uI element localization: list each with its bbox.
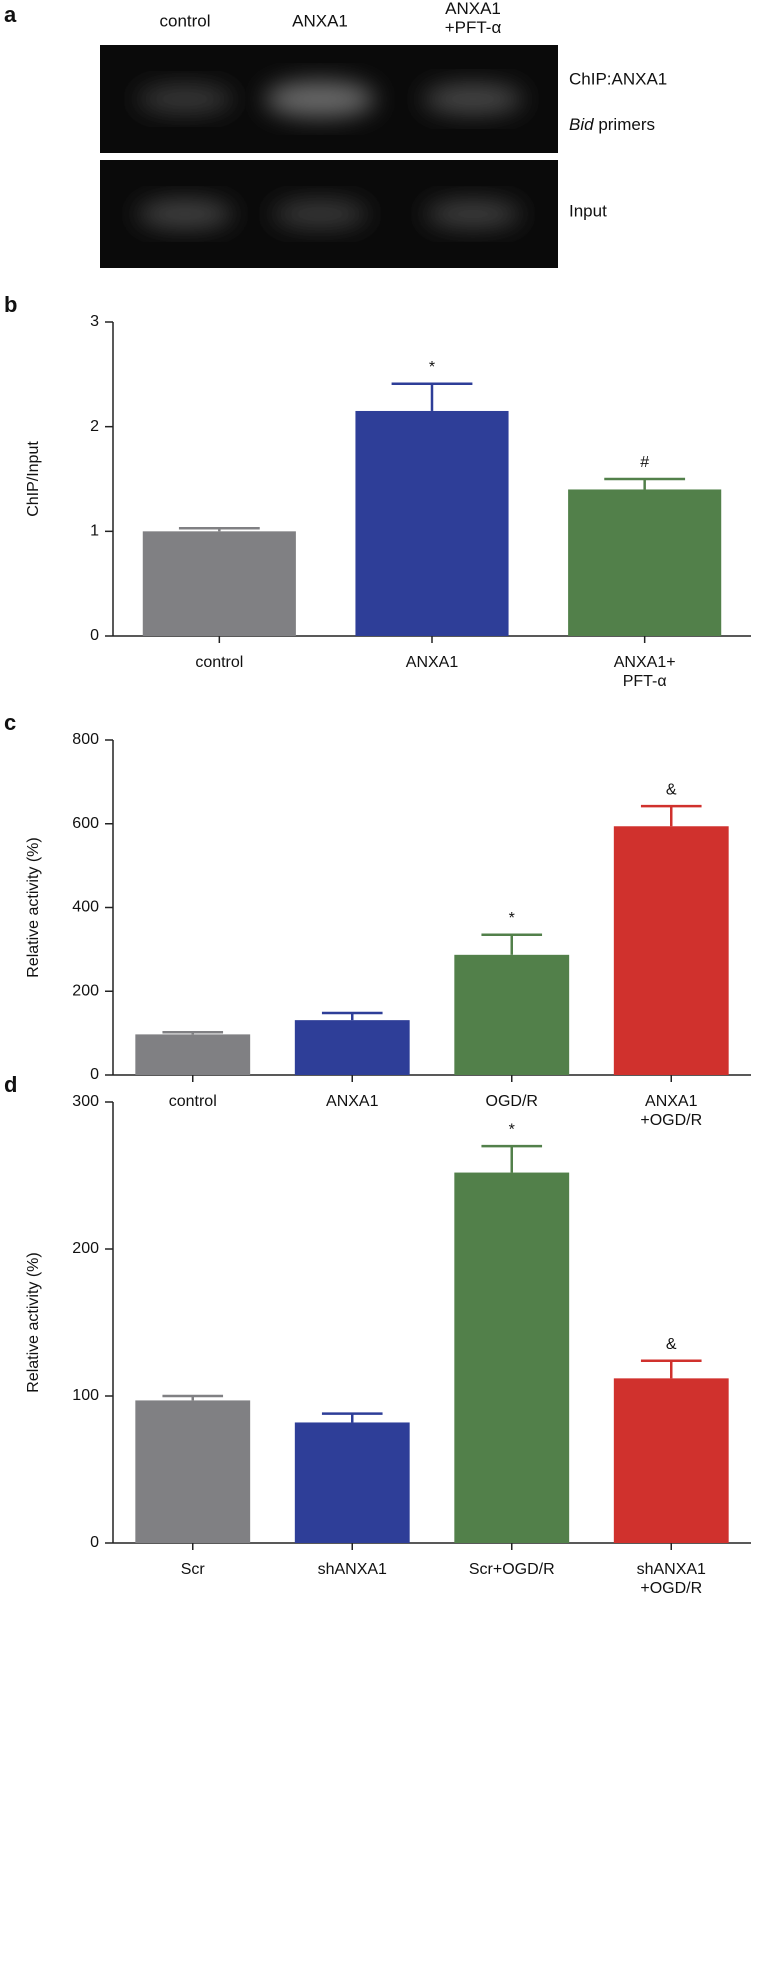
x-tick-label: ANXA1 [326,1093,379,1110]
x-tick-label: Scr [181,1561,206,1578]
significance-mark: & [666,1336,677,1353]
bar [613,1378,729,1543]
y-tick-label: 200 [72,982,99,999]
y-tick-label: 100 [72,1387,99,1404]
x-tick-label: control [169,1093,217,1110]
y-tick-label: 2 [90,418,99,435]
bar [454,954,570,1075]
y-tick-label: 400 [72,899,99,916]
gel-band [423,84,523,114]
significance-mark: # [640,454,649,471]
x-tick-label: ANXA1 [406,654,459,671]
y-tick-label: 0 [90,1066,99,1083]
bar [454,1172,570,1543]
x-tick-label: ANXA1+ PFT-α [614,654,676,690]
x-tick-label: OGD/R [486,1093,538,1110]
y-tick-label: 1 [90,523,99,540]
bar [355,410,509,636]
y-tick-label: 800 [72,731,99,748]
gel-band [265,81,375,117]
x-tick-label: control [195,654,243,671]
bar [142,531,296,636]
bar [135,1400,251,1543]
y-tick-label: 300 [72,1093,99,1110]
gel-band [137,85,233,113]
bar [568,489,722,636]
bar [294,1422,410,1543]
gel-band [137,200,233,228]
primer-label: Bid primers [569,115,655,134]
lane-label: ANXA1 [292,11,348,30]
row-label: ChIP:ANXA1 [569,69,667,88]
panel-label: d [4,1072,17,1097]
y-tick-label: 200 [72,1240,99,1257]
x-tick-label: shANXA1 +OGD/R [637,1561,706,1597]
significance-mark: * [429,359,435,376]
y-tick-label: 0 [90,627,99,644]
significance-mark: * [509,1121,515,1138]
row-label: Input [569,201,607,220]
y-tick-label: 3 [90,313,99,330]
y-axis-label: ChIP/Input [25,441,42,517]
panel-label: c [4,710,16,735]
x-tick-label: Scr+OGD/R [469,1561,555,1578]
y-axis-label: Relative activity (%) [25,837,42,977]
x-tick-label: shANXA1 [318,1561,387,1578]
y-tick-label: 0 [90,1534,99,1551]
gel [100,45,558,268]
lane-label: ANXA1 +PFT-α [445,0,502,37]
panel-label: b [4,292,17,317]
gene-name: Bid [569,115,594,134]
bar [135,1034,251,1075]
bar [613,826,729,1075]
y-tick-label: 600 [72,815,99,832]
significance-mark: & [666,781,677,798]
gel-band [425,200,521,228]
bar [294,1020,410,1075]
lane-label: control [159,11,210,30]
primer-text: primers [598,115,655,134]
y-axis-label: Relative activity (%) [25,1252,42,1392]
x-tick-label: ANXA1 +OGD/R [640,1093,702,1129]
significance-mark: * [509,910,515,927]
gel-band [272,200,368,228]
panel-label: a [4,2,17,27]
